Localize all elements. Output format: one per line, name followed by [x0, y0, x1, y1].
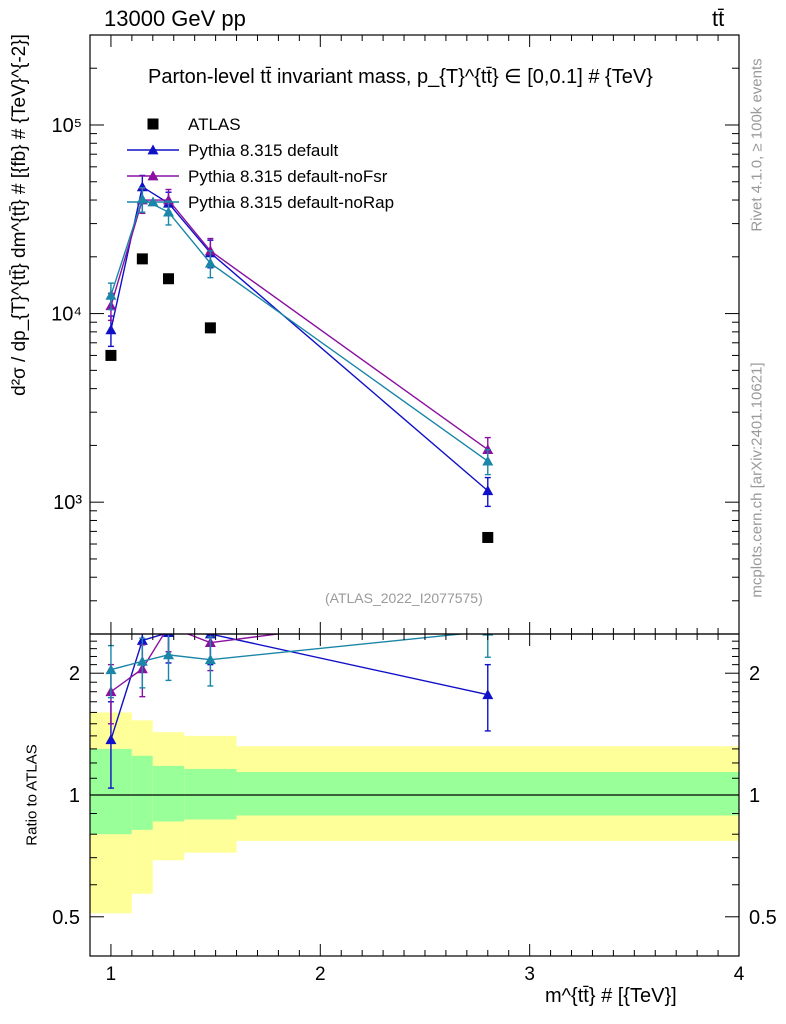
main-pythia-8-315-default-norap-marker — [482, 455, 494, 466]
ratio-y-tick-label-right: 2 — [749, 663, 760, 685]
axis-tick-labels: 1 2 3 4 10³ 10⁴ 10⁵ 0.5 0.5 1 1 2 2 — [51, 115, 777, 985]
x-tick-label: 3 — [524, 964, 535, 985]
x-axis-label: m^{tt̄} # [{TeV}] — [545, 985, 677, 1007]
ratio-pythia-8-315-default-marker — [482, 689, 494, 700]
ratio-inner-band-bin — [184, 768, 237, 820]
ratio-y-tick-label-right: 1 — [749, 785, 760, 807]
main-pythia-8-315-default-norap-marker — [204, 257, 216, 268]
main-y-tick-label: 10⁵ — [51, 115, 82, 137]
ratio-pythia-8-315-default-nofsr-marker — [163, 621, 174, 631]
main-pythia-8-315-default-norap-marker — [105, 289, 117, 300]
legend-marker-pythia-8-315-default-nofsr — [147, 170, 159, 181]
ratio-pythia-8-315-default-nofsr-line — [110, 634, 283, 693]
main-atlas-marker — [163, 273, 175, 285]
ratio-pythia-8-315-default-norap-marker — [204, 654, 216, 665]
main-y-axis-label: d²σ / dp_{T}^{tt̄} dm^{tt̄} # [{fb} # {T… — [9, 34, 30, 396]
legend-label-pythia-8-315-default-norap: Pythia 8.315 default-noRap — [188, 193, 394, 212]
plot-title: Parton-level tt̄ invariant mass, p_{T}^{… — [148, 66, 653, 88]
legend: ATLAS Pythia 8.315 default Pythia 8.315 de… — [127, 115, 394, 212]
axis-ticks — [90, 34, 740, 957]
main-y-tick-label: 10⁴ — [51, 304, 82, 326]
ratio-uncertainty-bands — [90, 712, 739, 914]
ratio-y-tick-label: 2 — [69, 663, 80, 685]
header-beam-label: 13000 GeV pp — [104, 6, 246, 31]
legend-marker-atlas — [147, 118, 159, 130]
ratio-series-group — [105, 601, 494, 789]
x-tick-label: 4 — [734, 964, 745, 985]
main-pythia-8-315-default-norap-line — [110, 198, 489, 462]
ratio-pythia-8-315-default-marker — [105, 734, 117, 745]
ratio-y-axis-label: Ratio to ATLAS — [23, 744, 41, 846]
main-pythia-8-315-default-marker — [105, 324, 117, 335]
main-series-group — [105, 174, 494, 543]
main-atlas-marker — [136, 253, 148, 265]
main-y-tick-label: 10³ — [53, 492, 82, 514]
ratio-pythia-8-315-default-norap-marker — [163, 649, 175, 660]
ratio-pythia-8-315-default-norap-marker — [136, 655, 148, 666]
ratio-pythia-8-315-default-nofsr-marker — [482, 601, 493, 611]
main-atlas-marker — [482, 531, 494, 543]
main-pythia-8-315-default-norap-marker — [136, 193, 148, 204]
legend-marker-pythia-8-315-default-norap — [147, 196, 159, 207]
ratio-pythia-8-315-default-norap-marker — [105, 664, 117, 675]
ratio-y-tick-label: 1 — [69, 785, 80, 807]
mcplots-source-label: mcplots.cern.ch [arXiv:2401.10621] — [748, 362, 766, 598]
main-atlas-marker — [105, 349, 117, 361]
analysis-watermark: (ATLAS_2022_I2077575) — [325, 590, 483, 606]
main-pythia-8-315-default-norap-marker — [163, 206, 175, 217]
x-tick-label: 1 — [106, 964, 117, 985]
main-pythia-8-315-default-line — [110, 185, 489, 492]
rivet-version-label: Rivet 4.1.0, ≥ 100k events — [748, 58, 766, 232]
header-process-label: tt̄ — [712, 6, 725, 31]
legend-label-atlas: ATLAS — [188, 115, 241, 134]
main-atlas-marker — [204, 322, 216, 334]
main-pythia-8-315-default-nofsr-line — [110, 199, 489, 451]
legend-label-pythia-8-315-default-nofsr: Pythia 8.315 default-noFsr — [188, 167, 388, 186]
ratio-inner-band-bin — [236, 771, 739, 816]
main-pythia-8-315-default-marker — [482, 485, 494, 496]
ratio-inner-band-bin — [131, 755, 153, 830]
ratio-y-tick-label: 0.5 — [52, 907, 80, 929]
ratio-pythia-8-315-default-line — [110, 634, 488, 740]
legend-marker-pythia-8-315-default — [147, 144, 159, 155]
legend-label-pythia-8-315-default: Pythia 8.315 default — [188, 141, 339, 160]
x-tick-label: 2 — [315, 964, 326, 985]
ratio-inner-band-bin — [152, 765, 185, 822]
ratio-y-tick-label-right: 0.5 — [749, 907, 777, 929]
